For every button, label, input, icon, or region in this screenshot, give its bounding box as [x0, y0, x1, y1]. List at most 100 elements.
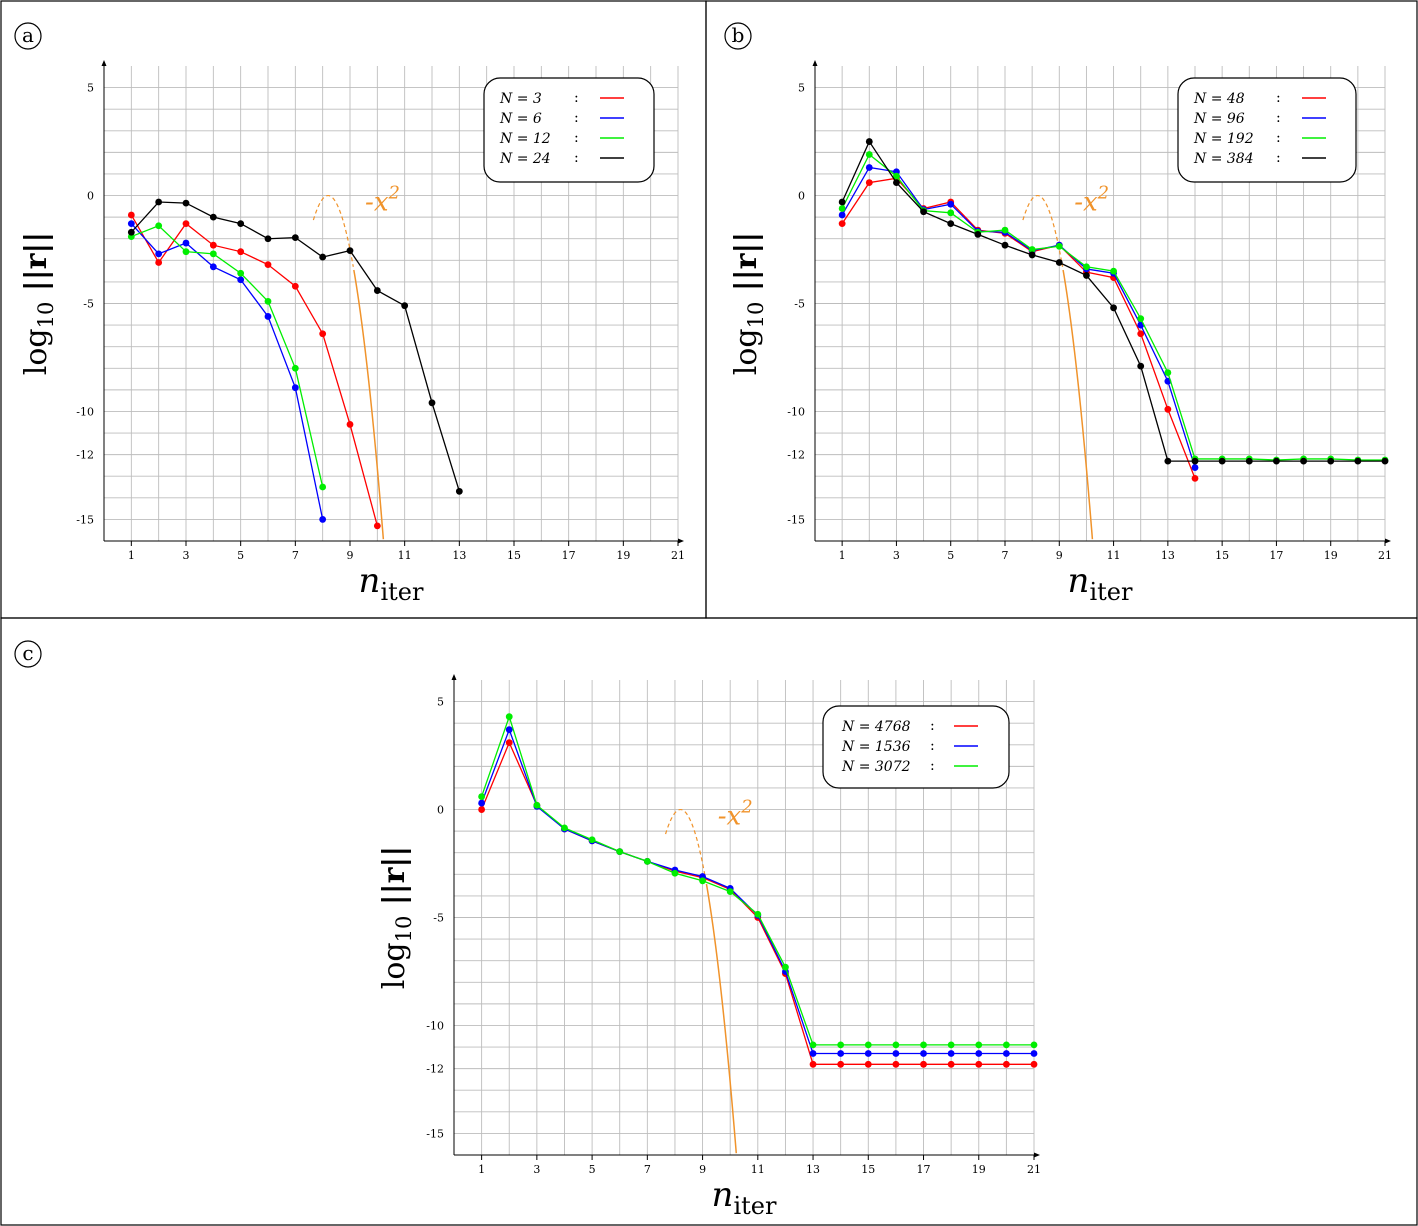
reference-curve — [1022, 194, 1094, 540]
data-point — [373, 287, 381, 294]
legend-colon: : — [574, 130, 579, 146]
reference-curve-solid — [353, 269, 385, 540]
data-point — [264, 235, 272, 243]
data-point — [1083, 272, 1090, 279]
data-point — [237, 248, 245, 256]
panel-a: a1 3 5 7 9 11 13 15 17 19 2150-5-10-12-15niterlog1… — [14, 22, 685, 606]
data-point — [671, 869, 679, 877]
legend-label: N = 48 — [1193, 91, 1245, 107]
y-tick-label: 5 — [798, 82, 805, 95]
x-tick-label: 1 — [128, 549, 135, 562]
series-0 — [127, 211, 381, 530]
data-point — [864, 1050, 872, 1057]
data-point — [1354, 457, 1362, 465]
legend-label: N = 384 — [1193, 151, 1254, 167]
series-line — [841, 177, 1196, 479]
x-tick-label: 1 — [839, 549, 846, 562]
data-point — [754, 910, 762, 918]
data-point — [505, 726, 513, 734]
data-point — [1191, 464, 1199, 471]
series-2 — [478, 713, 1038, 1049]
y-axis-arrow — [101, 60, 107, 66]
x-tick-label: 15 — [507, 549, 521, 562]
y-tick-label: -12 — [426, 1063, 444, 1076]
x-tick-label: 11 — [398, 549, 412, 562]
data-point — [864, 1060, 872, 1068]
y-tick-label: -12 — [787, 449, 805, 462]
y-tick-label: 0 — [798, 190, 805, 203]
y-tick-label: 0 — [437, 804, 444, 817]
panel-letter: a — [14, 22, 42, 50]
data-point — [947, 1060, 955, 1068]
series-3 — [838, 138, 1389, 465]
data-point — [291, 282, 299, 290]
panel-letter-text: b — [732, 23, 745, 47]
data-point — [127, 228, 135, 236]
data-point — [264, 313, 272, 320]
x-axis-title: niter — [359, 561, 424, 606]
series-2 — [127, 222, 327, 491]
reference-curve-solid — [705, 883, 738, 1154]
data-point — [182, 199, 190, 207]
data-point — [1218, 457, 1226, 465]
data-point — [1137, 362, 1145, 370]
data-point — [319, 516, 327, 523]
data-point — [947, 1041, 955, 1049]
data-point — [975, 1060, 983, 1068]
legend: N = 48: N = 96: N = 192: N = 384: — [1177, 77, 1357, 183]
reference-curve-solid — [1062, 269, 1094, 540]
y-axis-title: log10 ||r|| — [377, 846, 416, 990]
x-tick-label: 13 — [806, 1163, 820, 1176]
data-point — [1055, 242, 1063, 250]
x-tick-label: 5 — [589, 1163, 596, 1176]
legend-box — [483, 77, 655, 183]
data-point — [319, 483, 327, 491]
y-tick-label: -12 — [76, 449, 94, 462]
legend-colon: : — [1276, 110, 1281, 126]
data-point — [837, 1050, 845, 1057]
x-tick-label: 17 — [562, 549, 576, 562]
data-point — [401, 302, 409, 310]
data-point — [920, 1041, 927, 1049]
data-point — [837, 1041, 845, 1049]
data-point — [291, 234, 299, 242]
data-point — [1164, 369, 1172, 376]
data-point — [892, 1060, 900, 1068]
data-point — [237, 276, 245, 284]
reference-curve-dashed — [1022, 194, 1064, 267]
data-point — [1030, 1050, 1038, 1057]
data-point — [182, 248, 190, 256]
reference-curve — [312, 194, 385, 540]
data-point — [155, 198, 163, 206]
legend-colon: : — [930, 758, 935, 774]
panel-c-frame — [0, 617, 1418, 1226]
data-point — [838, 205, 846, 212]
data-point — [346, 247, 354, 255]
reference-curve — [664, 808, 738, 1154]
data-point — [291, 364, 299, 372]
data-point — [837, 1060, 845, 1068]
series-line — [131, 225, 324, 488]
data-point — [892, 1041, 900, 1049]
panel-c: c1 3 5 7 9 11 13 15 17 19 2150-5-10-12-15niterlog1… — [14, 640, 1041, 1220]
panel-letter: b — [724, 22, 752, 50]
data-point — [865, 138, 873, 145]
data-point — [892, 1050, 900, 1057]
y-tick-label: -5 — [433, 912, 444, 925]
x-tick-label: 7 — [644, 1163, 651, 1176]
y-tick-label: -5 — [794, 298, 805, 311]
grid — [454, 680, 1035, 1155]
data-point — [1110, 267, 1117, 275]
legend-colon: : — [574, 110, 579, 126]
data-point — [209, 241, 217, 249]
data-point — [505, 713, 513, 721]
data-point — [1055, 259, 1063, 266]
data-point — [920, 208, 927, 216]
x-tick-label: 5 — [237, 549, 244, 562]
data-point — [1028, 251, 1036, 259]
data-point — [1001, 226, 1009, 234]
x-tick-label: 19 — [616, 549, 630, 562]
legend-label: N = 4768 — [841, 719, 911, 735]
y-tick-label: -10 — [787, 405, 805, 418]
